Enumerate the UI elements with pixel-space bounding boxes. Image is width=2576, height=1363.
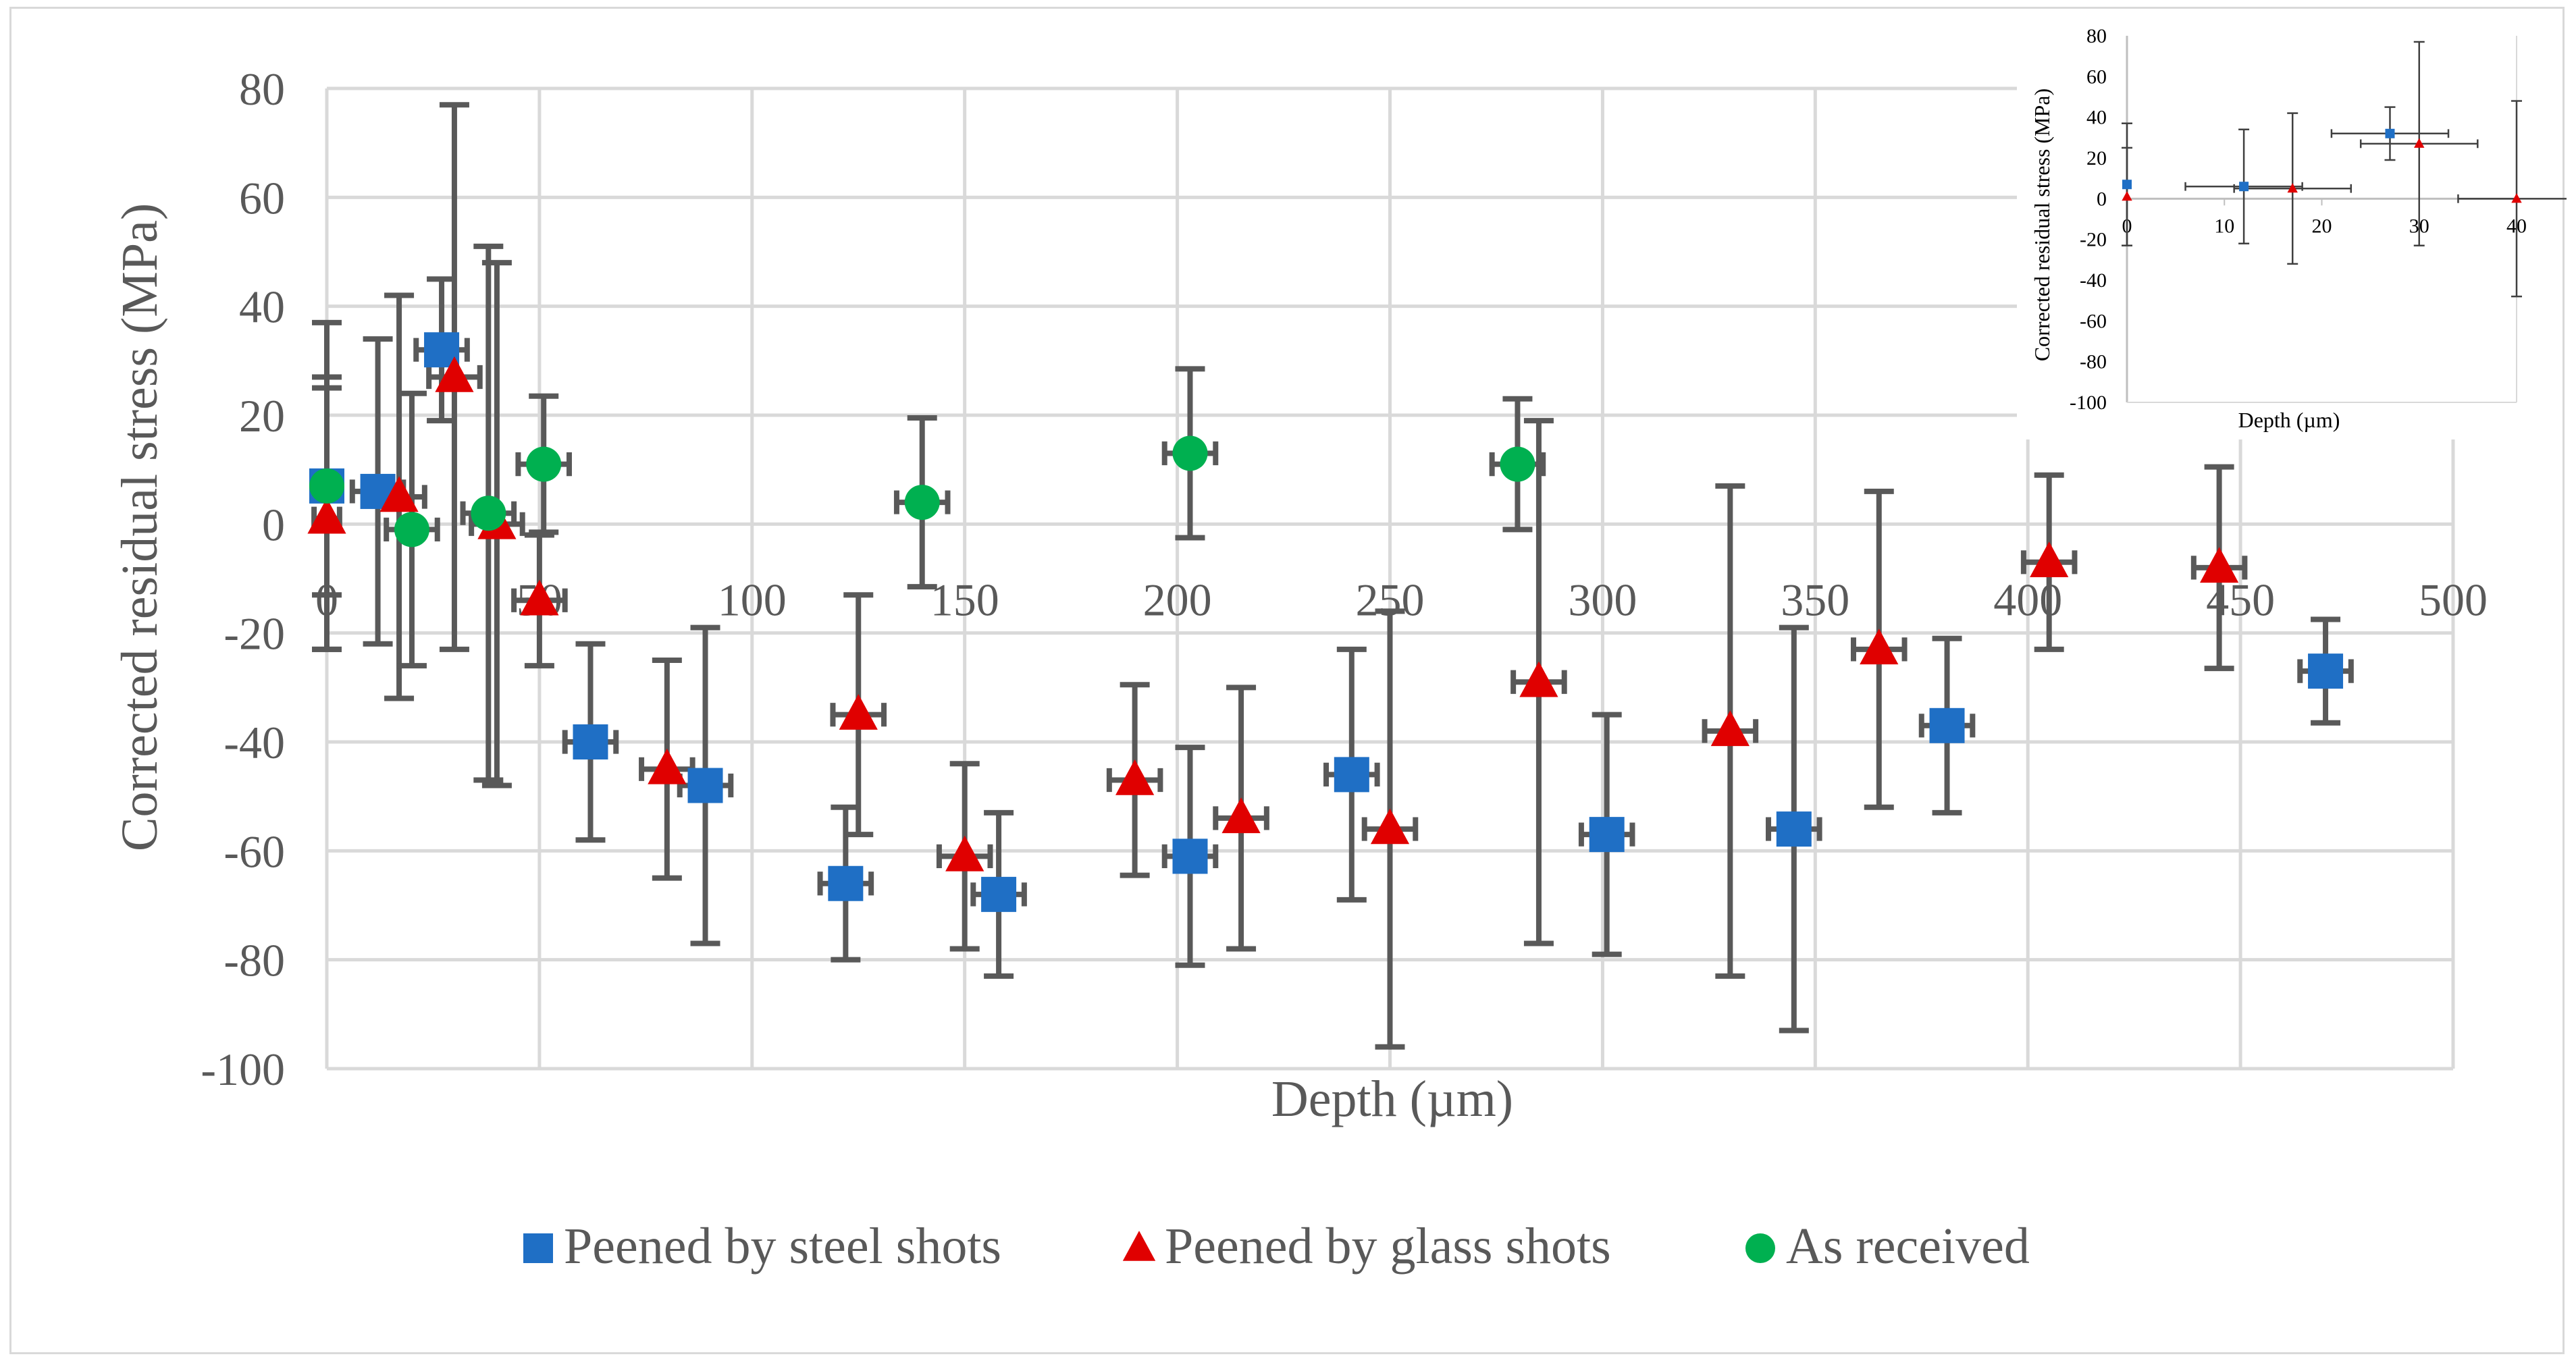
x-axis-label: Depth (µm) [1271, 1071, 1513, 1127]
peened-by-steel-shots-marker-5 [687, 768, 723, 803]
x-tick-label-350: 350 [1781, 574, 1849, 625]
x-tick-label-300: 300 [1568, 574, 1637, 625]
as-received-marker-6 [1172, 435, 1208, 471]
peened-by-glass-shots-marker-15 [2030, 541, 2069, 578]
y-axis-label: Corrected residual stress (MPa) [111, 203, 168, 851]
legend-peened-by-glass-shots-marker [1122, 1231, 1156, 1261]
y-tick-label-60: 60 [239, 172, 285, 223]
inset-x-tick-label-20: 20 [2312, 215, 2332, 237]
inset-y-tick-label-80: 80 [2086, 25, 2107, 47]
y-tick-label--40: -40 [224, 717, 285, 768]
inset-x-tick-label-10: 10 [2214, 215, 2234, 237]
y-tick-label-40: 40 [239, 282, 285, 333]
peened-by-steel-shots-marker-11 [1776, 811, 1812, 847]
inset-background [2017, 14, 2557, 439]
inset-x-axis-label: Depth (µm) [2238, 408, 2340, 432]
peened-by-steel-shots-marker-9 [1334, 757, 1369, 793]
peened-by-glass-shots-marker-14 [1860, 629, 1899, 665]
legend-as-received-label: As received [1786, 1218, 2030, 1275]
peened-by-glass-shots-marker-9 [1115, 759, 1155, 795]
inset-y-tick-label-40: 40 [2086, 107, 2107, 129]
legend-peened-by-glass-shots-label: Peened by glass shots [1165, 1218, 1611, 1275]
peened-by-steel-shots-marker-4 [573, 724, 608, 759]
inset-y-axis-label: Corrected residual stress (MPa) [2030, 88, 2054, 361]
peened-by-steel-shots-marker-12 [1929, 707, 1965, 743]
inset-y-tick-label--40: -40 [2080, 269, 2107, 292]
inset-y-tick-label-60: 60 [2086, 65, 2107, 88]
inset-y-tick-label-20: 20 [2086, 147, 2107, 169]
peened-by-steel-shots-marker-7 [981, 876, 1017, 912]
peened-by-glass-shots-marker-10 [1221, 797, 1261, 834]
peened-by-steel-shots-marker-8 [1172, 838, 1208, 874]
inset-peened-by-glass-shots-marker-4 [2511, 193, 2522, 203]
as-received-marker-5 [904, 485, 940, 520]
peened-by-steel-shots-marker-6 [828, 865, 864, 901]
peened-by-steel-shots-marker-10 [1589, 817, 1625, 853]
inset-y-tick-label--100: -100 [2070, 392, 2107, 414]
inset-peened-by-steel-shots-marker-3 [2385, 128, 2395, 138]
peened-by-glass-shots-marker-12 [1519, 661, 1558, 697]
peened-by-glass-shots-marker-5 [520, 579, 559, 616]
as-received-marker-4 [526, 446, 562, 482]
y-tick-label-20: 20 [239, 390, 285, 442]
peened-by-glass-shots-marker-8 [945, 835, 984, 872]
as-received-marker-1 [309, 468, 344, 504]
peened-by-glass-shots-marker-13 [1710, 710, 1750, 747]
peened-by-glass-shots-marker-11 [1370, 808, 1410, 845]
y-tick-label--20: -20 [224, 608, 285, 660]
peened-by-steel-shots-marker-13 [2308, 653, 2344, 689]
peened-by-glass-shots-marker-1 [307, 498, 346, 534]
inset-peened-by-steel-shots-marker-2 [2239, 182, 2249, 192]
peened-by-glass-shots-marker-2 [379, 476, 419, 512]
inset-peened-by-steel-shots-marker-1 [2122, 180, 2132, 190]
inset-peened-by-glass-shots-marker-1 [2122, 191, 2132, 201]
inset-y-tick-label-0: 0 [2097, 188, 2107, 210]
as-received-marker-3 [471, 496, 506, 531]
x-tick-label-150: 150 [930, 574, 999, 625]
inset-peened-by-glass-shots-marker-3 [2414, 138, 2425, 148]
y-tick-label-0: 0 [262, 499, 285, 550]
peened-by-glass-shots-marker-6 [648, 748, 687, 784]
as-received-marker-2 [394, 512, 429, 547]
inset-y-tick-label--80: -80 [2080, 351, 2107, 373]
peened-by-glass-shots-marker-16 [2200, 547, 2239, 583]
legend-peened-by-steel-shots-marker [523, 1233, 553, 1263]
inset-peened-by-glass-shots-marker-2 [2287, 183, 2298, 193]
peened-by-glass-shots-marker-7 [839, 694, 878, 730]
legend-peened-by-steel-shots-label: Peened by steel shots [564, 1218, 1001, 1275]
peened-by-glass-shots-marker-3 [435, 356, 474, 392]
as-received-marker-7 [1500, 446, 1535, 482]
y-tick-label-80: 80 [239, 63, 285, 115]
legend-as-received-marker [1745, 1233, 1775, 1263]
main-plot-marks [307, 102, 2354, 1050]
chart-frame: 050100150200250300350400450500-100-80-60… [9, 7, 2567, 1354]
x-tick-label-500: 500 [2419, 574, 2488, 625]
x-tick-label-400: 400 [1993, 574, 2062, 625]
inset-plot-marks [2122, 41, 2567, 298]
inset-y-tick-label--20: -20 [2080, 229, 2107, 251]
y-tick-label--60: -60 [224, 826, 285, 877]
y-tick-label--80: -80 [224, 935, 285, 986]
scatter-chart: 050100150200250300350400450500-100-80-60… [111, 14, 2567, 1275]
x-tick-label-100: 100 [718, 574, 787, 625]
x-tick-label-200: 200 [1143, 574, 1212, 625]
legend: Peened by steel shots Peened by glass sho… [523, 1218, 2030, 1275]
inset-y-tick-label--60: -60 [2080, 310, 2107, 332]
inset-chart: -100-80-60-40-20020406080010203040 Depth… [2017, 14, 2567, 439]
y-tick-label--100: -100 [201, 1044, 285, 1095]
